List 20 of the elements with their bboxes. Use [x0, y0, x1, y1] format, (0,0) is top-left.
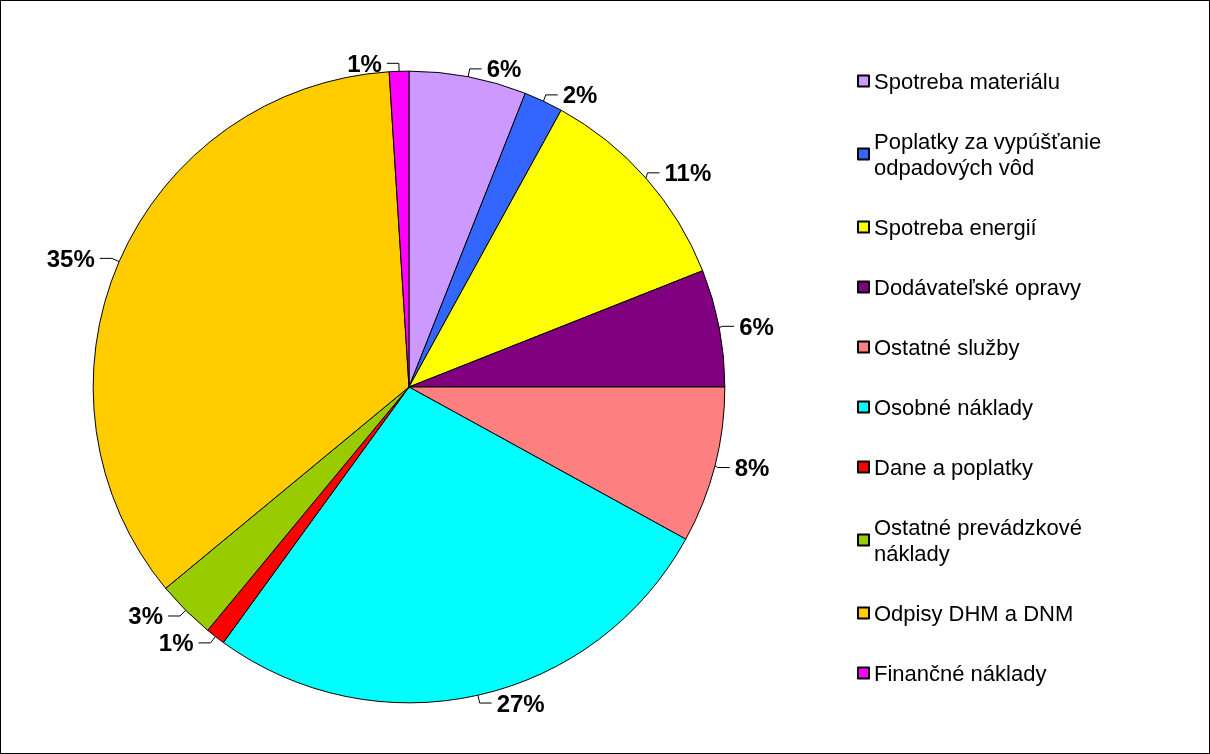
- legend-label: Spotreba materiálu: [874, 68, 1060, 94]
- legend-label: Poplatky za vypúšťanie odpadových vôd: [874, 128, 1108, 180]
- legend-label: Spotreba energií: [874, 214, 1037, 240]
- legend-label: Odpisy DHM a DNM: [874, 600, 1074, 626]
- data-label: 35%: [46, 244, 95, 272]
- legend-label: Dodávateľské opravy: [874, 274, 1081, 300]
- legend-label: Osobné náklady: [874, 394, 1033, 420]
- legend-label: Finančné náklady: [874, 660, 1047, 686]
- data-label: 11%: [664, 159, 712, 187]
- legend-label: Dane a poplatky: [874, 454, 1033, 480]
- data-label: 6%: [486, 55, 522, 83]
- legend-label: Ostatné prevádzkové náklady: [874, 514, 1089, 566]
- data-label: 1%: [347, 49, 382, 77]
- data-label: 1%: [158, 629, 194, 657]
- data-label: 2%: [562, 81, 598, 109]
- data-label: 27%: [496, 689, 545, 717]
- data-label: 3%: [128, 602, 164, 630]
- data-label: 6%: [739, 312, 774, 340]
- data-label: 8%: [734, 454, 770, 482]
- legend-label: Ostatné služby: [874, 334, 1020, 360]
